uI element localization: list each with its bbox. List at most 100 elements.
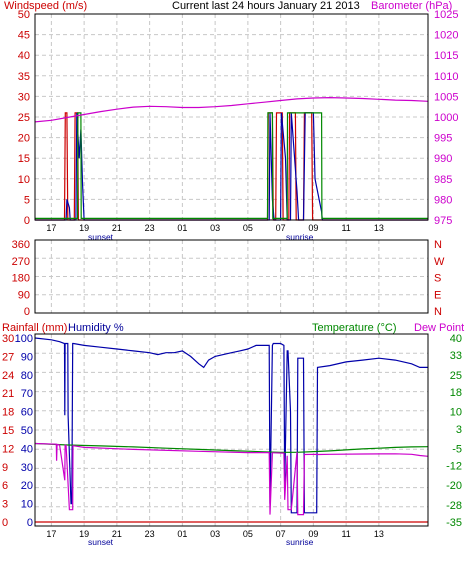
y-tick-label-direction: 180: [12, 273, 30, 285]
y-tick-label-barometer: 1010: [434, 71, 458, 83]
panel-temp-y-ticks: 0 3 6 9 12 15 18 21 24 27 30 0 10 20 30 40 50 60 70 80 90 100…: [2, 333, 462, 529]
chart-title: Current last 24 hours January 21 2013: [172, 0, 360, 12]
y-tick-label-temperature: 25: [450, 370, 462, 382]
y-tick-label-temperature: 10: [450, 407, 462, 419]
x-tick-label: 09: [308, 529, 318, 539]
x-tick-label: 13: [374, 529, 384, 539]
y-tick-label-rainfall: 3: [2, 499, 8, 511]
y-tick-label-windspeed: 30: [18, 91, 30, 103]
y-tick-label-humidity: 100: [15, 333, 33, 345]
y-tick-label-windspeed: 50: [18, 9, 30, 21]
x-tick-label: 07: [276, 529, 286, 539]
x-tick-label: 21: [112, 529, 122, 539]
y-tick-label-barometer: 995: [434, 133, 452, 145]
x-tick-label: 17: [46, 529, 56, 539]
panel-wind-grid: [35, 14, 428, 220]
x-tick-label: 21: [112, 223, 122, 233]
y-tick-label-temperature: -28: [446, 500, 462, 512]
y-tick-label-humidity: 10: [21, 499, 33, 511]
x-tick-label: 11: [341, 529, 350, 539]
y-tick-label-rainfall: 12: [2, 443, 14, 455]
x-tick-label: 07: [276, 223, 286, 233]
x-tick-label: 01: [177, 529, 187, 539]
x-tick-label: 19: [79, 223, 89, 233]
y-tick-label-windspeed: 15: [18, 153, 30, 165]
x-tick-label: 09: [308, 223, 318, 233]
x-tick-label: 23: [145, 529, 155, 539]
y-tick-label-rainfall: 27: [2, 351, 14, 363]
sunrise-label-bottom: sunrise: [286, 537, 314, 547]
y-tick-label-humidity: 30: [21, 462, 33, 474]
x-tick-label: 05: [243, 223, 253, 233]
x-tick-label: 03: [210, 529, 220, 539]
temperature-axis-label: Temperature (°C): [312, 322, 396, 334]
y-tick-label-barometer: 1005: [434, 91, 458, 103]
panel-wind-x-ticks: 17 19 21 23 01 03 05 07 09 11 13: [46, 223, 384, 233]
y-tick-label-windspeed: 10: [18, 174, 30, 186]
sunset-label-bottom: sunset: [88, 537, 114, 547]
y-tick-label-humidity: 50: [21, 425, 33, 437]
y-tick-label-rainfall: 30: [2, 333, 14, 345]
y-tick-label-humidity: 0: [27, 517, 33, 529]
panel-temp-series: [34, 337, 429, 523]
x-tick-label: 01: [177, 223, 187, 233]
rainfall-axis-label: Rainfall (mm): [2, 322, 67, 334]
y-tick-label-rainfall: 15: [2, 425, 14, 437]
y-tick-label-windspeed: 5: [24, 194, 30, 206]
y-tick-label-windspeed: 45: [18, 30, 30, 42]
y-tick-label-barometer: 980: [434, 194, 452, 206]
y-tick-label-humidity: 60: [21, 407, 33, 419]
sunrise-label-top: sunrise: [286, 232, 314, 242]
compass-label: N: [434, 306, 442, 318]
sunset-label-top: sunset: [88, 232, 114, 242]
y-tick-label-barometer: 990: [434, 153, 452, 165]
panel-temp-frame: [34, 333, 429, 527]
panel-temp-grid: [35, 334, 428, 526]
x-tick-label: 05: [243, 529, 253, 539]
y-tick-label-barometer: 1015: [434, 50, 458, 62]
x-tick-label: 19: [79, 529, 89, 539]
y-tick-label-barometer: 975: [434, 215, 452, 227]
y-tick-label-direction: 90: [18, 289, 30, 301]
y-tick-label-temperature: -20: [446, 480, 462, 492]
y-tick-label-temperature: -35: [446, 517, 462, 529]
series-line-temperature: [34, 442, 429, 453]
panel-direction-grid: [35, 240, 428, 313]
y-tick-label-humidity: 40: [21, 443, 33, 455]
y-tick-label-barometer: 1025: [434, 9, 458, 21]
dewpoint-axis-label: Dew Point: [414, 322, 464, 334]
y-tick-label-humidity: 80: [21, 370, 33, 382]
y-tick-label-direction: 0: [24, 306, 30, 318]
y-tick-label-temperature: -12: [446, 461, 462, 473]
y-tick-label-barometer: 1020: [434, 30, 458, 42]
y-tick-label-rainfall: 18: [2, 407, 14, 419]
compass-label: N: [434, 239, 442, 251]
y-tick-label-direction: 360: [12, 239, 30, 251]
y-tick-label-windspeed: 0: [24, 215, 30, 227]
y-tick-label-windspeed: 35: [18, 71, 30, 83]
y-tick-label-rainfall: 0: [2, 517, 8, 529]
y-tick-label-rainfall: 21: [2, 388, 14, 400]
panel-direction-frame: [34, 239, 429, 314]
panel-wind-frame: [34, 13, 429, 221]
humidity-axis-label: Humidity %: [68, 322, 124, 334]
y-tick-label-temperature: 33: [450, 350, 462, 362]
y-tick-label-humidity: 20: [21, 480, 33, 492]
compass-label: S: [434, 273, 441, 285]
y-tick-label-rainfall: 6: [2, 480, 8, 492]
windspeed-axis-label: Windspeed (m/s): [4, 0, 87, 12]
y-tick-label-humidity: 70: [21, 388, 33, 400]
x-tick-label: 13: [374, 223, 384, 233]
compass-label: E: [434, 289, 441, 301]
compass-label: W: [434, 256, 445, 268]
y-tick-label-windspeed: 20: [18, 133, 30, 145]
y-tick-label-barometer: 985: [434, 174, 452, 186]
x-tick-label: 17: [46, 223, 56, 233]
series-line-barometer: [34, 96, 429, 123]
y-tick-label-temperature: -5: [452, 443, 462, 455]
series-line-dewpoint: [34, 442, 429, 516]
